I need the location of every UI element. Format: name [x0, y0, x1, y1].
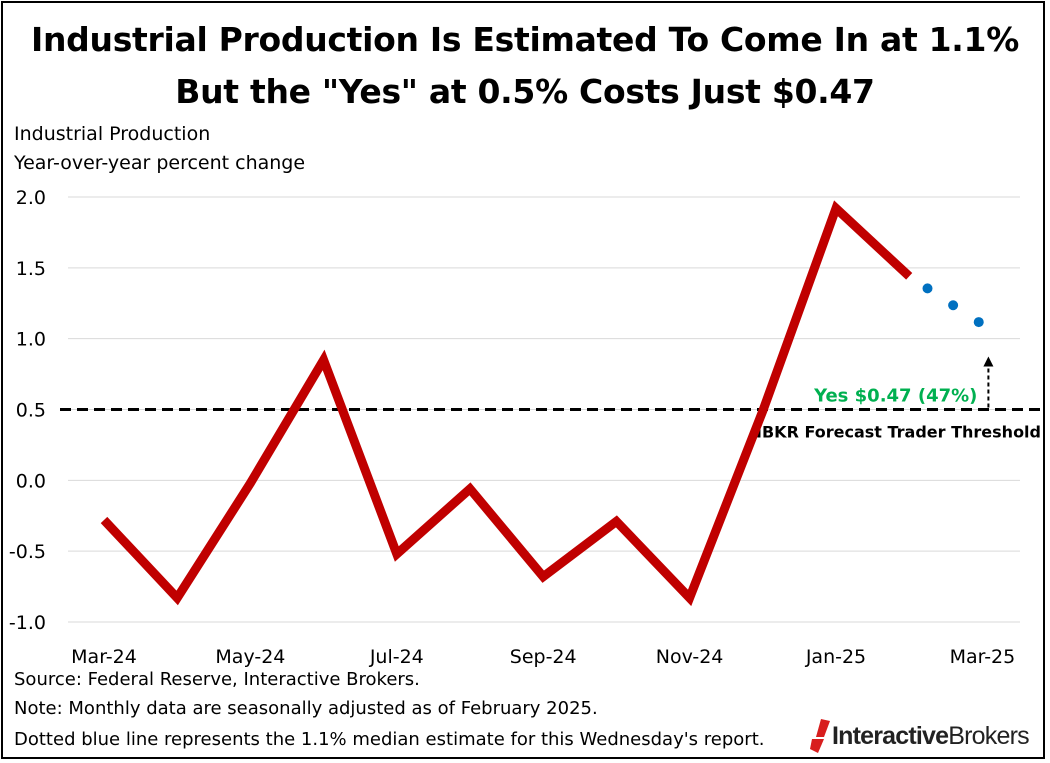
annotation-group: Yes $0.47 (47%) — [813, 356, 994, 408]
y-tick-label: 2.0 — [16, 187, 46, 209]
ib-logo-mark-icon — [810, 719, 830, 753]
y-tick-label: 1.0 — [16, 329, 46, 351]
x-tick-label: Jan-25 — [805, 646, 866, 668]
x-tick-label: May-24 — [215, 646, 285, 668]
x-tick-label: Jul-24 — [369, 646, 424, 668]
x-tick-label: Mar-25 — [950, 646, 1016, 668]
estimate-dot — [973, 317, 984, 328]
y-tick-label: 0.0 — [16, 470, 46, 492]
chart-title-line-2: But the "Yes" at 0.5% Costs Just $0.47 — [175, 72, 875, 111]
y-axis-sublabel: Year-over-year percent change — [14, 152, 306, 174]
x-tick-label: Mar-24 — [71, 646, 137, 668]
source-note: Source: Federal Reserve, Interactive Bro… — [14, 669, 420, 690]
threshold-label: IBKR Forecast Trader Threshold — [756, 423, 1041, 442]
annotation-label: Yes $0.47 (47%) — [813, 386, 977, 407]
y-tick-label: -1.0 — [9, 612, 46, 634]
annotation-arrow-head — [983, 356, 994, 367]
chart-title-line-1: Industrial Production Is Estimated To Co… — [31, 20, 1019, 59]
estimate-note: Dotted blue line represents the 1.1% med… — [14, 729, 765, 750]
interactive-brokers-logo: InteractiveBrokers — [808, 718, 1030, 754]
series-group — [100, 200, 984, 607]
data-note: Note: Monthly data are seasonally adjust… — [14, 698, 598, 719]
y-tick-label: 0.5 — [16, 400, 46, 422]
x-tick-label: Nov-24 — [656, 646, 724, 668]
x-tick-labels: Mar-24 May-24 Jul-24 Sep-24 Nov-24 Jan-25 Mar-… — [71, 646, 1015, 668]
threshold-group: IBKR Forecast Trader Threshold — [60, 408, 1045, 442]
estimate-dot — [948, 300, 959, 311]
estimate-dot — [922, 283, 933, 294]
actual-series-line — [100, 200, 913, 607]
logo-wordmark-part1: Interactive — [832, 721, 949, 750]
y-tick-labels: 2.0 1.5 1.0 0.5 0.0 -0.5 -1.0 — [9, 187, 46, 634]
y-axis-label: Industrial Production — [14, 123, 211, 145]
y-tick-label: 1.5 — [16, 258, 46, 280]
y-tick-label: -0.5 — [9, 541, 46, 563]
x-tick-label: Sep-24 — [510, 646, 577, 668]
logo-wordmark: InteractiveBrokers — [832, 721, 1030, 751]
logo-wordmark-part2: Brokers — [948, 721, 1029, 750]
